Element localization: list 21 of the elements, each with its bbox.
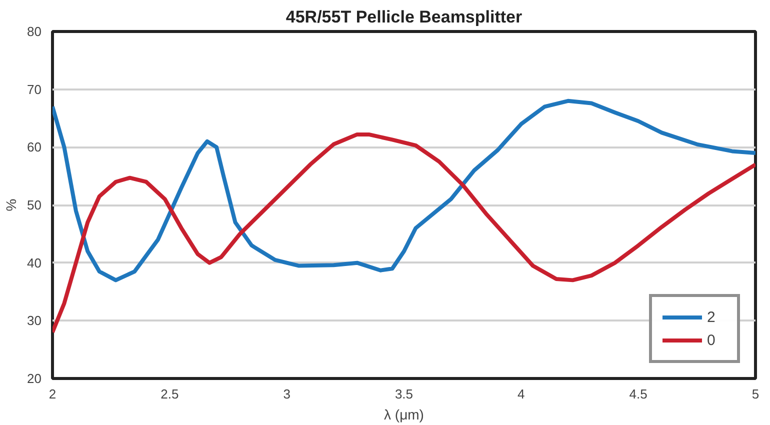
x-tick-label: 3.5 bbox=[394, 386, 414, 402]
y-tick-label: 40 bbox=[27, 255, 42, 270]
line-series bbox=[52, 98, 756, 282]
y-tick-label: 70 bbox=[27, 82, 42, 97]
line-series bbox=[52, 132, 756, 334]
y-tick-label: 50 bbox=[27, 198, 42, 212]
x-tick-label: 4 bbox=[518, 386, 525, 402]
x-tick-label: 5 bbox=[752, 386, 760, 402]
x-axis-title: λ (μm) bbox=[384, 406, 424, 422]
legend-label: 0 bbox=[707, 332, 716, 348]
x-tick-label: 4.5 bbox=[629, 386, 648, 402]
y-tick-label: 60 bbox=[27, 140, 42, 155]
x-tick-label: 2.5 bbox=[160, 386, 179, 402]
x-tick-label: 2 bbox=[48, 386, 56, 402]
y-tick-label: 20 bbox=[27, 371, 42, 386]
legend-label: 2 bbox=[707, 308, 716, 326]
y-tick-label: 30 bbox=[27, 313, 42, 328]
y-tick-label: 80 bbox=[27, 24, 42, 39]
y-axis-title: % bbox=[3, 198, 20, 212]
x-tick-label: 3 bbox=[283, 386, 290, 402]
chart-title: 45R/55T Pellicle Beamsplitter bbox=[286, 8, 522, 26]
